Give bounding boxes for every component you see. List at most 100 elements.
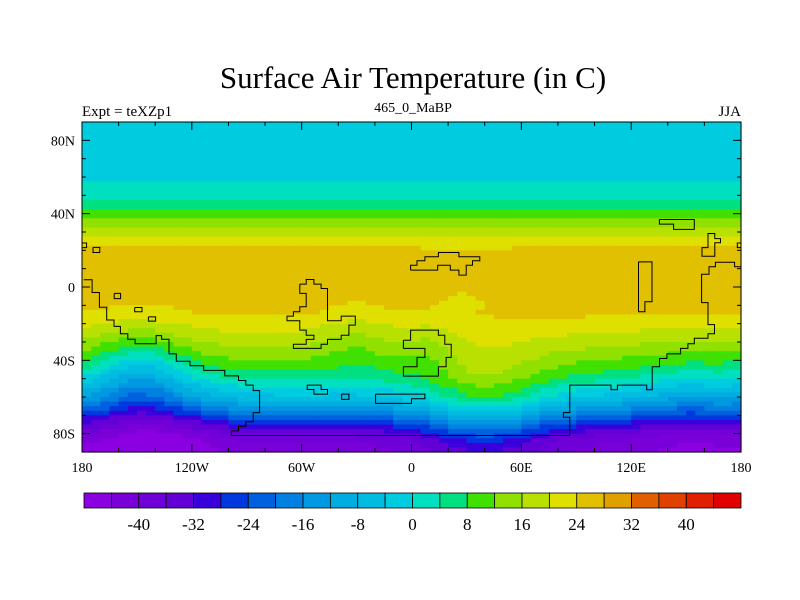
field-cell: [365, 346, 376, 352]
field-cell: [640, 268, 651, 274]
field-cell: [109, 378, 120, 384]
field-cell: [667, 236, 678, 242]
field-cell: [402, 122, 413, 128]
field-cell: [530, 167, 541, 174]
field-cell: [255, 364, 266, 371]
field-cell: [530, 287, 541, 293]
field-cell: [118, 222, 129, 229]
field-cell: [329, 401, 339, 407]
field-cell: [91, 236, 101, 242]
field-cell: [173, 424, 184, 430]
field-cell: [384, 181, 394, 187]
field-cell: [429, 172, 440, 178]
field-cell: [512, 351, 522, 357]
field-cell: [283, 346, 294, 352]
field-cell: [576, 277, 586, 284]
field-cell: [503, 287, 513, 293]
field-cell: [658, 163, 669, 169]
field-cell: [210, 241, 220, 247]
field-cell: [640, 236, 651, 242]
field-cell: [329, 209, 339, 215]
field-cell: [557, 186, 568, 192]
field-cell: [237, 181, 248, 187]
field-cell: [667, 369, 678, 375]
field-cell: [539, 195, 550, 201]
field-cell: [365, 177, 376, 183]
field-cell: [91, 213, 101, 219]
field-cell: [365, 254, 376, 261]
field-cell: [402, 282, 413, 288]
field-cell: [219, 369, 230, 375]
field-cell: [557, 218, 568, 224]
field-cell: [319, 181, 330, 187]
field-cell: [475, 397, 486, 403]
field-cell: [310, 374, 321, 380]
field-cell: [228, 401, 239, 407]
field-cell: [594, 282, 605, 288]
field-cell: [265, 241, 275, 247]
field-cell: [310, 429, 321, 435]
field-cell: [118, 323, 129, 329]
field-cell: [521, 241, 532, 247]
field-cell: [91, 424, 101, 430]
field-cell: [438, 323, 449, 329]
field-cell: [136, 323, 147, 329]
field-cell: [448, 268, 458, 274]
field-cell: [182, 387, 193, 394]
field-cell: [118, 232, 129, 238]
field-cell: [292, 387, 303, 394]
field-cell: [310, 190, 321, 196]
field-cell: [173, 149, 184, 155]
field-cell: [448, 277, 458, 284]
field-cell: [503, 360, 513, 366]
field-cell: [210, 346, 220, 352]
field-cell: [191, 268, 202, 274]
field-cell: [228, 309, 239, 316]
field-cell: [594, 181, 605, 187]
field-cell: [493, 172, 504, 178]
field-cell: [292, 140, 303, 146]
field-cell: [429, 236, 440, 242]
field-cell: [255, 433, 266, 439]
field-cell: [448, 190, 458, 196]
field-cell: [393, 342, 403, 348]
field-cell: [182, 337, 193, 343]
field-cell: [82, 300, 92, 306]
field-cell: [512, 287, 522, 293]
field-cell: [411, 131, 422, 137]
field-cell: [539, 374, 550, 380]
field-cell: [722, 154, 733, 160]
field-cell: [310, 282, 321, 288]
field-cell: [676, 296, 687, 302]
field-cell: [484, 342, 495, 348]
field-cell: [640, 144, 651, 151]
field-cell: [594, 177, 605, 183]
field-cell: [448, 209, 458, 215]
field-cell: [82, 410, 92, 416]
field-cell: [649, 209, 660, 215]
field-cell: [484, 190, 495, 196]
field-cell: [649, 351, 660, 357]
field-cell: [329, 232, 339, 238]
field-cell: [448, 199, 458, 206]
field-cell: [292, 218, 303, 224]
field-cell: [255, 282, 266, 288]
field-cell: [475, 158, 486, 164]
field-cell: [384, 126, 394, 132]
field-cell: [173, 300, 184, 306]
field-cell: [200, 342, 211, 348]
field-cell: [576, 250, 586, 256]
field-cell: [365, 241, 376, 247]
field-cell: [338, 135, 349, 141]
field-cell: [210, 319, 220, 325]
field-cell: [704, 177, 715, 183]
field-cell: [155, 287, 165, 293]
field-cell: [164, 291, 175, 297]
field-cell: [255, 268, 266, 274]
field-cell: [210, 122, 220, 128]
field-cell: [576, 346, 586, 352]
field-cell: [457, 227, 468, 233]
field-cell: [164, 245, 175, 251]
field-cell: [109, 287, 120, 293]
field-cell: [512, 195, 522, 201]
